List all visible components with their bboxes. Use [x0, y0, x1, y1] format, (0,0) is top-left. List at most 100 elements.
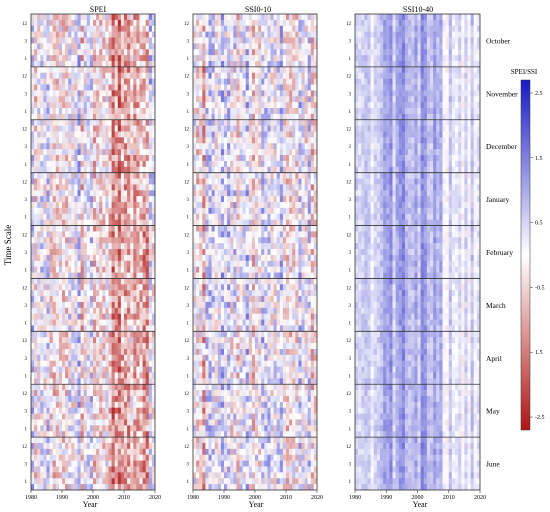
- heatmap-cell: [142, 19, 146, 27]
- heatmap-cell: [264, 160, 268, 168]
- heatmap-cell: [196, 196, 200, 203]
- heatmap-cell: [86, 190, 91, 197]
- heatmap-cell: [145, 61, 150, 68]
- heatmap-cell: [117, 231, 122, 238]
- heatmap-cell: [242, 184, 246, 191]
- heatmap-cell: [46, 237, 50, 244]
- heatmap-cell: [233, 61, 237, 68]
- heatmap-cell: [108, 43, 112, 50]
- heatmap-cell: [31, 454, 35, 461]
- heatmap-cell: [139, 290, 143, 297]
- heatmap-cell: [93, 14, 97, 21]
- heatmap-cell: [236, 207, 240, 215]
- heatmap-cell: [117, 43, 122, 50]
- heatmap-cell: [46, 296, 50, 303]
- heatmap-cell: [251, 254, 256, 262]
- heatmap-cell: [310, 108, 315, 115]
- heatmap-cell: [117, 278, 122, 285]
- heatmap-cell: [130, 448, 134, 456]
- heatmap-cell: [120, 160, 125, 168]
- heatmap-cell: [255, 243, 259, 250]
- heatmap-cell: [304, 25, 308, 32]
- heatmap-cell: [31, 207, 35, 215]
- heatmap-cell: [133, 25, 137, 32]
- heatmap-cell: [130, 155, 134, 162]
- heatmap-cell: [65, 437, 69, 444]
- heatmap-cell: [139, 125, 143, 132]
- heatmap-cell: [196, 155, 200, 162]
- heatmap-cell: [276, 166, 281, 173]
- heatmap-cell: [270, 61, 274, 68]
- heatmap-cell: [99, 448, 103, 456]
- heatmap-cell: [31, 296, 35, 303]
- heatmap-cell: [261, 119, 265, 126]
- heatmap-cell: [55, 249, 60, 256]
- heatmap-cell: [74, 337, 78, 344]
- heatmap-cell: [62, 296, 66, 303]
- heatmap-cell: [214, 254, 219, 262]
- heatmap-cell: [276, 14, 281, 21]
- heatmap-cell: [205, 137, 209, 144]
- heatmap-cell: [233, 102, 237, 109]
- heatmap-cell: [239, 260, 243, 267]
- heatmap-cell: [102, 413, 106, 420]
- heatmap-cell: [208, 196, 212, 203]
- heatmap-cell: [120, 213, 125, 220]
- heatmap-cell: [239, 225, 243, 232]
- heatmap-cell: [279, 37, 284, 44]
- heatmap-cell: [124, 431, 128, 438]
- heatmap-cell: [89, 55, 94, 62]
- heatmap-cell: [242, 178, 246, 185]
- heatmap-cell: [310, 125, 315, 132]
- heatmap-cell: [96, 137, 100, 144]
- heatmap-cell: [133, 325, 137, 332]
- heatmap-cell: [248, 90, 253, 97]
- heatmap-cell: [34, 278, 38, 285]
- heatmap-cell: [114, 225, 119, 232]
- heatmap-cell: [71, 90, 75, 97]
- heatmap-cell: [120, 296, 125, 303]
- heatmap-cell: [267, 172, 271, 179]
- heatmap-cell: [46, 254, 50, 262]
- heatmap-cell: [65, 37, 69, 44]
- heatmap-cell: [304, 131, 308, 138]
- heatmap-cell: [55, 266, 60, 273]
- heatmap-cell: [52, 202, 57, 209]
- heatmap-cell: [114, 90, 119, 97]
- heatmap-cell: [205, 260, 209, 267]
- heatmap-cell: [151, 172, 156, 179]
- heatmap-cell: [233, 196, 237, 203]
- heatmap-cell: [96, 213, 100, 220]
- heatmap-cell: [233, 172, 237, 179]
- heatmap-cell: [242, 207, 246, 215]
- heatmap-cell: [117, 72, 122, 79]
- heatmap-cell: [193, 131, 197, 138]
- heatmap-cell: [68, 84, 72, 91]
- heatmap-cell: [267, 66, 271, 74]
- heatmap-cell: [68, 437, 72, 444]
- heatmap-cell: [74, 25, 78, 32]
- heatmap-cell: [133, 454, 137, 461]
- heatmap-cell: [245, 96, 250, 103]
- heatmap-cell: [71, 431, 75, 438]
- heatmap-cell: [77, 102, 81, 109]
- heatmap-cell: [99, 149, 103, 156]
- heatmap-cell: [145, 466, 150, 473]
- heatmap-cell: [151, 284, 156, 291]
- heatmap-cell: [286, 225, 290, 232]
- heatmap-cell: [124, 360, 128, 367]
- heatmap-cell: [255, 108, 259, 115]
- heatmap-cell: [62, 366, 66, 373]
- heatmap-cell: [99, 202, 103, 209]
- heatmap-cell: [217, 43, 222, 50]
- heatmap-cell: [279, 237, 284, 244]
- heatmap-cell: [304, 108, 308, 115]
- heatmap-cell: [99, 196, 103, 203]
- heatmap-cell: [233, 137, 237, 144]
- heatmap-cell: [286, 243, 290, 250]
- heatmap-cell: [248, 14, 253, 21]
- heatmap-cell: [89, 472, 94, 479]
- heatmap-cell: [286, 125, 290, 132]
- heatmap-cell: [74, 102, 78, 109]
- heatmap-cell: [304, 49, 308, 56]
